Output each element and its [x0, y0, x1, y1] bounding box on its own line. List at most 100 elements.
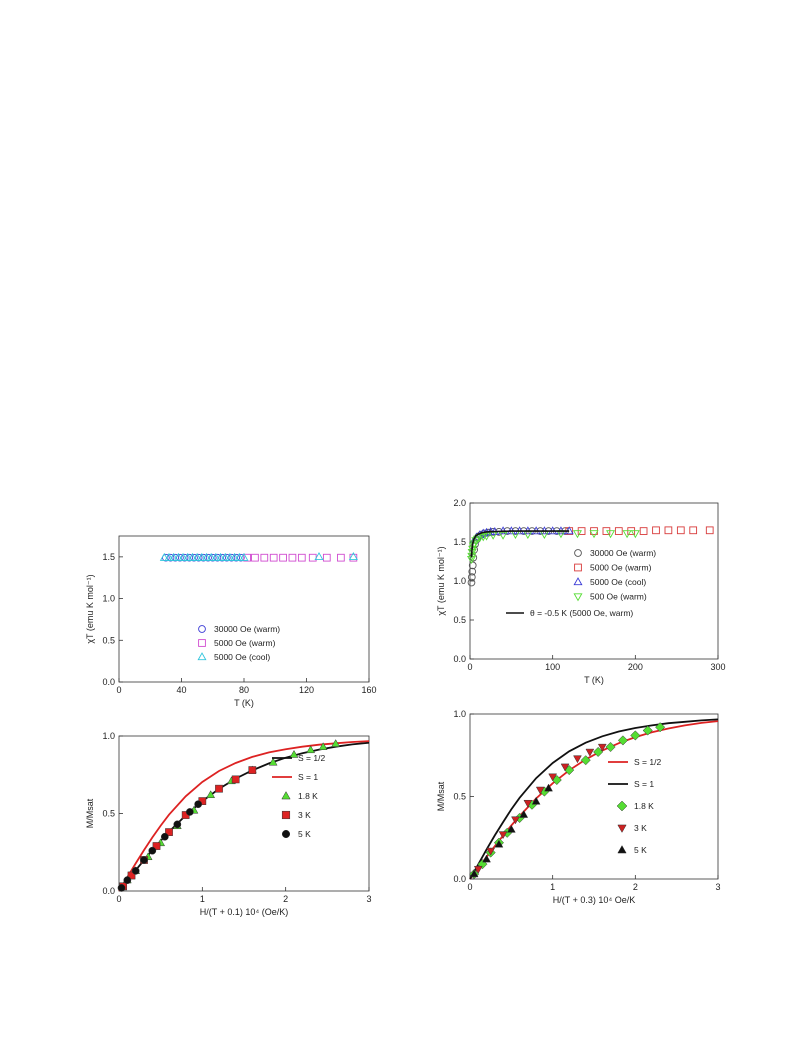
data-point: [506, 824, 516, 833]
x-tick-label: 0: [116, 685, 121, 695]
y-tick-label: 1.0: [102, 731, 115, 741]
legend-marker: [198, 639, 206, 647]
data-point: [173, 820, 182, 829]
data-point: [197, 552, 207, 561]
x-tick-label: 0: [467, 662, 472, 672]
legend-marker: [198, 625, 206, 633]
theory-line: [469, 718, 719, 880]
data-point: [152, 842, 161, 850]
x-axis-label: T (K): [584, 675, 604, 685]
data-point: [469, 869, 479, 878]
data-point: [655, 722, 666, 733]
data-point: [593, 746, 604, 757]
data-point: [225, 552, 235, 561]
data-point: [614, 527, 623, 535]
data-point: [535, 786, 545, 795]
y-tick-label: 1.5: [453, 537, 466, 547]
data-point: [243, 553, 251, 562]
data-point: [318, 742, 328, 750]
data-point: [131, 867, 140, 875]
data-point: [597, 743, 607, 752]
x-tick-label: 100: [545, 662, 560, 672]
legend-marker: [617, 824, 627, 833]
y-tick-label: 1.0: [453, 576, 466, 586]
y-axis-label: M/Msat: [85, 798, 95, 828]
data-point: [331, 739, 341, 747]
data-point: [216, 552, 226, 561]
data-point: [531, 796, 541, 805]
data-point: [494, 839, 504, 848]
data-point: [605, 741, 616, 753]
y-tick-label: 0.0: [102, 677, 115, 687]
data-point: [639, 527, 648, 535]
data-point: [187, 552, 197, 561]
data-point: [192, 552, 202, 561]
legend: S = 1/2 S = 1 1.8 K 3 K 5 K: [608, 757, 661, 855]
legend-label: 500 Oe (warm): [590, 592, 647, 602]
data-point: [519, 810, 529, 818]
y-tick-label: 2.0: [453, 498, 466, 508]
data-point: [468, 567, 477, 576]
data-point: [160, 832, 169, 841]
legend-label: 1.8 K: [298, 791, 318, 801]
y-tick-label: 1.0: [453, 709, 466, 719]
legend-marker: [574, 563, 582, 572]
legend-label: S = 1: [634, 779, 654, 789]
data-point: [268, 757, 278, 766]
data-point: [215, 784, 223, 793]
data-point: [169, 552, 179, 561]
legend-label: 3 K: [634, 823, 647, 833]
chart-4: 0 1 2 3 0.0 0.5 1.0 H/(T + 0.3) 10⁴ Oe/K M/Msat S…: [436, 709, 721, 905]
data-point: [548, 773, 558, 782]
data-point: [289, 749, 299, 758]
legend-marker: [573, 577, 583, 586]
data-point: [498, 531, 508, 540]
x-tick-label: 2: [283, 894, 288, 904]
series-group: [469, 783, 553, 878]
data-point: [220, 552, 230, 561]
legend: 30000 Oe (warm) 5000 Oe (warm) 5000 Oe (co…: [506, 548, 656, 618]
x-tick-label: 3: [366, 894, 371, 904]
legend-label: S = 1/2: [634, 757, 661, 767]
y-axis-label: χT (emu K mol⁻¹): [85, 574, 95, 643]
legend-label: 5000 Oe (warm): [214, 638, 276, 648]
legend-label: 5 K: [298, 829, 311, 839]
legend-label: 5000 Oe (cool): [590, 577, 646, 587]
legend-marker: [281, 810, 291, 820]
data-point: [473, 865, 483, 874]
data-point: [206, 790, 216, 799]
data-point: [617, 735, 628, 746]
data-point: [230, 552, 240, 561]
data-point: [676, 526, 685, 535]
legend-label: θ = -0.5 K (5000 Oe, warm): [530, 608, 633, 618]
data-point: [337, 553, 345, 562]
fit-curve: [470, 530, 570, 558]
data-point: [486, 847, 496, 856]
chart-1: 0 40 80 120 160 0.0 0.5 1.0 1.5 T (K) χT (emu K mo…: [85, 535, 377, 708]
data-point: [482, 854, 491, 863]
x-tick-label: 200: [628, 662, 643, 672]
y-axis-label: M/Msat: [436, 781, 446, 811]
data-point: [482, 532, 492, 541]
x-tick-label: 0: [116, 894, 121, 904]
x-tick-label: 300: [710, 662, 725, 672]
data-point: [201, 552, 212, 561]
data-point: [260, 553, 269, 562]
x-tick-label: 0: [467, 882, 472, 892]
y-tick-label: 0.0: [453, 654, 466, 664]
data-point: [664, 526, 673, 535]
data-point: [159, 552, 169, 561]
data-point: [523, 799, 533, 808]
data-point: [467, 573, 476, 581]
data-point: [173, 552, 183, 561]
data-point: [297, 553, 306, 562]
data-point: [689, 526, 698, 535]
data-point: [178, 552, 188, 561]
series-group: [473, 743, 607, 874]
legend-label: 1.8 K: [634, 801, 654, 811]
data-point: [468, 561, 477, 570]
legend-label: 30000 Oe (warm): [214, 624, 280, 634]
data-point: [498, 831, 508, 840]
data-point: [705, 526, 714, 535]
